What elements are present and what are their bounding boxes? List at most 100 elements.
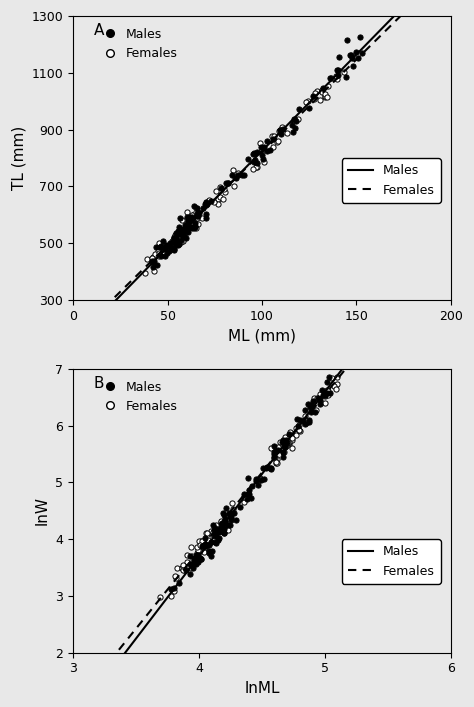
Point	[182, 226, 190, 238]
Point	[302, 417, 310, 428]
Point	[295, 419, 303, 431]
Point	[246, 485, 253, 496]
Point	[290, 114, 297, 125]
Point	[347, 49, 355, 61]
Point	[321, 391, 329, 402]
Point	[183, 206, 191, 218]
Point	[221, 516, 228, 527]
Point	[217, 515, 224, 527]
Point	[280, 440, 287, 451]
Point	[208, 545, 216, 556]
Point	[211, 528, 219, 539]
Point	[334, 65, 341, 76]
Point	[325, 371, 333, 382]
Point	[184, 216, 191, 227]
Point	[273, 453, 281, 464]
Point	[194, 218, 201, 230]
Point	[215, 532, 223, 543]
Point	[250, 147, 257, 158]
Point	[285, 436, 292, 448]
Point	[231, 171, 239, 182]
Point	[211, 531, 219, 542]
Point	[165, 245, 173, 257]
Point	[258, 144, 266, 156]
Point	[244, 489, 251, 500]
Point	[194, 202, 201, 214]
Point	[230, 180, 237, 192]
Point	[220, 509, 228, 520]
Point	[260, 142, 268, 153]
Point	[172, 233, 180, 244]
Point	[214, 525, 221, 536]
Point	[289, 127, 297, 138]
Point	[270, 451, 278, 462]
Point	[219, 193, 227, 204]
Point	[157, 250, 165, 262]
Point	[346, 49, 354, 60]
Point	[180, 224, 188, 235]
Point	[271, 440, 278, 451]
Point	[277, 124, 284, 136]
Point	[321, 397, 329, 409]
Point	[178, 230, 186, 241]
Point	[149, 252, 156, 264]
Point	[168, 238, 175, 249]
Point	[181, 564, 188, 575]
Point	[169, 235, 176, 247]
Point	[182, 219, 189, 230]
Point	[256, 473, 264, 484]
Point	[284, 438, 292, 449]
Point	[333, 371, 340, 382]
Point	[208, 537, 215, 548]
Point	[175, 228, 182, 239]
Point	[168, 243, 176, 255]
Point	[238, 169, 246, 180]
Point	[349, 52, 356, 64]
Point	[357, 31, 365, 42]
Point	[321, 92, 328, 103]
Point	[188, 559, 196, 571]
Point	[272, 457, 280, 469]
Point	[177, 234, 185, 245]
Point	[253, 162, 260, 173]
Point	[332, 383, 339, 395]
Point	[192, 558, 200, 569]
Point	[319, 385, 326, 396]
Point	[319, 86, 326, 98]
Point	[150, 255, 157, 267]
Point	[189, 558, 197, 569]
Point	[218, 517, 226, 528]
Point	[202, 197, 210, 208]
Point	[304, 399, 312, 410]
Point	[288, 442, 296, 453]
Point	[286, 426, 293, 437]
Point	[276, 437, 284, 448]
Point	[169, 237, 177, 248]
Point	[222, 177, 229, 188]
Point	[220, 524, 228, 535]
Point	[319, 82, 327, 93]
Point	[188, 222, 196, 233]
Point	[194, 211, 202, 222]
Point	[252, 473, 260, 484]
Point	[229, 503, 237, 515]
Point	[271, 452, 278, 464]
Point	[226, 520, 234, 531]
Point	[187, 220, 195, 231]
Legend: Males, Females: Males, Females	[342, 539, 441, 584]
Point	[200, 544, 207, 555]
Point	[184, 221, 191, 233]
Point	[260, 473, 268, 484]
Point	[182, 564, 189, 575]
Point	[273, 136, 281, 148]
Point	[270, 448, 278, 460]
Point	[201, 532, 209, 544]
Point	[170, 585, 177, 597]
Point	[192, 556, 200, 567]
Point	[155, 237, 163, 248]
Point	[170, 231, 178, 243]
Point	[227, 515, 235, 526]
Point	[308, 407, 315, 418]
Point	[274, 136, 282, 147]
Point	[292, 115, 300, 127]
